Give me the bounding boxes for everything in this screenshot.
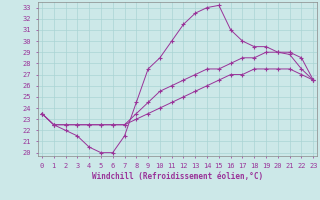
X-axis label: Windchill (Refroidissement éolien,°C): Windchill (Refroidissement éolien,°C) bbox=[92, 172, 263, 181]
